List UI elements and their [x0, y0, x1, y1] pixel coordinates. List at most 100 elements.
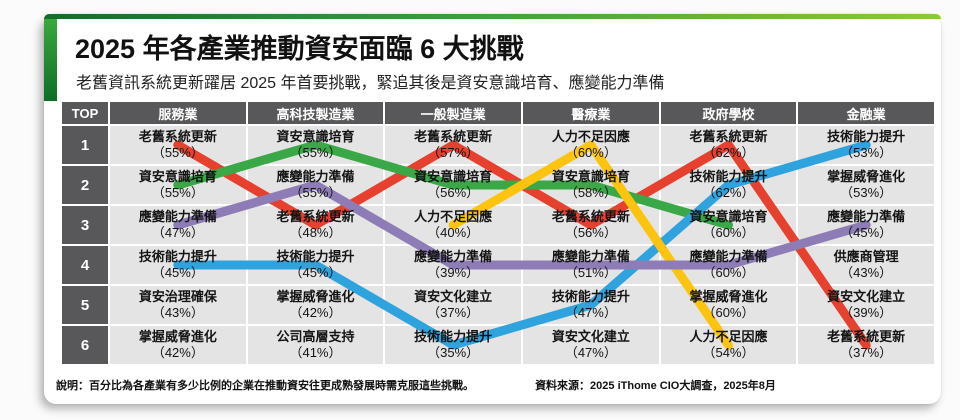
challenge-cell: 掌握威脅進化 （42%） — [247, 286, 384, 324]
challenge-cell: 應變能力準備 （55%） — [247, 166, 384, 204]
table-header-cell: 高科技製造業 — [247, 102, 384, 124]
challenge-percent: （57%） — [427, 145, 480, 160]
challenge-name: 應變能力準備 — [551, 249, 630, 265]
challenge-cell: 技術能力提升 （62%） — [660, 166, 797, 204]
challenge-percent: （35%） — [427, 345, 480, 360]
challenge-name: 老舊系統更新 — [276, 209, 355, 225]
challenge-name: 公司高層支持 — [276, 329, 355, 345]
challenge-name: 人力不足因應 — [551, 129, 630, 145]
challenge-name: 應變能力準備 — [689, 249, 768, 265]
challenge-percent: （48%） — [289, 225, 342, 240]
challenge-cell: 資安治理確保 （43%） — [110, 286, 246, 324]
challenge-cell: 老舊系統更新 （62%） — [660, 126, 797, 164]
challenge-percent: （43%） — [840, 265, 893, 280]
page-title: 2025 年各產業推動資安面臨 6 大挑戰 — [75, 34, 524, 64]
challenge-name: 資安意識培育 — [138, 169, 217, 185]
challenge-percent: （55%） — [289, 145, 342, 160]
challenge-cell: 老舊系統更新 （57%） — [385, 126, 521, 164]
rank-cell: 5 — [62, 286, 108, 324]
challenge-name: 技術能力提升 — [551, 289, 630, 305]
challenge-cell: 資安意識培育 （56%） — [385, 166, 521, 204]
challenge-name: 掌握威脅進化 — [138, 329, 217, 345]
challenge-name: 老舊系統更新 — [689, 129, 768, 145]
challenge-cell: 供應商管理 （43%） — [798, 246, 934, 284]
challenge-cell: 應變能力準備 （45%） — [798, 206, 934, 244]
challenge-percent: （47%） — [564, 345, 617, 360]
challenge-percent: （39%） — [427, 265, 480, 280]
challenge-cell: 技術能力提升 （45%） — [247, 246, 384, 284]
challenge-name: 應變能力準備 — [276, 169, 355, 185]
challenge-cell: 技術能力提升 （53%） — [798, 126, 934, 164]
challenge-cell: 技術能力提升 （35%） — [385, 326, 521, 364]
challenge-percent: （58%） — [564, 185, 617, 200]
challenge-name: 資安治理確保 — [138, 289, 217, 305]
challenge-percent: （60%） — [702, 265, 755, 280]
challenge-cell: 資安意識培育 （60%） — [660, 206, 797, 244]
challenge-percent: （51%） — [564, 265, 617, 280]
challenge-name: 供應商管理 — [833, 249, 899, 265]
challenge-name: 掌握威脅進化 — [827, 169, 906, 185]
challenge-cell: 資安文化建立 （39%） — [798, 286, 934, 324]
challenge-name: 老舊系統更新 — [414, 129, 493, 145]
challenge-percent: （40%） — [427, 225, 480, 240]
challenge-percent: （55%） — [151, 185, 204, 200]
challenge-name: 技術能力提升 — [414, 329, 493, 345]
challenge-percent: （55%） — [289, 185, 342, 200]
challenge-cell: 老舊系統更新 （48%） — [247, 206, 384, 244]
challenge-cell: 應變能力準備 （60%） — [660, 246, 797, 284]
challenge-percent: （56%） — [564, 225, 617, 240]
challenge-percent: （37%） — [840, 345, 893, 360]
challenge-name: 技術能力提升 — [276, 249, 355, 265]
challenge-name: 人力不足因應 — [689, 329, 768, 345]
challenge-percent: （37%） — [427, 305, 480, 320]
challenge-percent: （45%） — [840, 225, 893, 240]
challenge-cell: 應變能力準備 （47%） — [110, 206, 246, 244]
challenge-cell: 人力不足因應 （54%） — [660, 326, 797, 364]
challenge-cell: 技術能力提升 （47%） — [523, 286, 659, 324]
rank-cell: 1 — [62, 126, 108, 164]
challenge-percent: （45%） — [289, 265, 342, 280]
challenge-cell: 老舊系統更新 （37%） — [798, 326, 934, 364]
challenge-cell: 老舊系統更新 （56%） — [523, 206, 659, 244]
challenge-percent: （47%） — [564, 305, 617, 320]
challenge-cell: 資安意識培育 （55%） — [110, 166, 246, 204]
footnote: 說明：百分比為各產業有多少比例的企業在推動資安往更成熟發展時需克服這些挑戰。 — [56, 380, 474, 392]
challenge-name: 應變能力準備 — [827, 209, 906, 225]
challenge-cell: 技術能力提升 （45%） — [110, 246, 246, 284]
challenge-name: 老舊系統更新 — [551, 209, 630, 225]
challenge-cell: 資安意識培育 （58%） — [523, 166, 659, 204]
challenge-cell: 掌握威脅進化 （53%） — [798, 166, 934, 204]
green-accent-bar — [44, 19, 57, 101]
challenge-name: 資安意識培育 — [414, 169, 493, 185]
table-header-cell: 政府學校 — [660, 102, 797, 124]
challenge-name: 技術能力提升 — [689, 169, 768, 185]
table-corner-label: TOP — [62, 102, 108, 124]
table-header-cell: 服務業 — [110, 102, 246, 124]
ranking-bump-chart: TOP 服務業 高科技製造業 一般製造業 醫療業 政府學校 金融業 1 老舊系統更新 （55%）資… — [62, 102, 934, 364]
challenge-name: 老舊系統更新 — [138, 129, 217, 145]
challenge-name: 技術能力提升 — [827, 129, 906, 145]
challenge-percent: （54%） — [702, 345, 755, 360]
challenge-name: 資安文化建立 — [414, 289, 493, 305]
page-subtitle: 老舊資訊系統更新躍居 2025 年首要挑戰，緊追其後是資安意識培育、應變能力準備 — [76, 75, 665, 92]
challenge-percent: （53%） — [840, 145, 893, 160]
challenge-cell: 人力不足因應 （60%） — [523, 126, 659, 164]
table-header-cell: 一般製造業 — [385, 102, 521, 124]
challenge-percent: （42%） — [289, 305, 342, 320]
challenge-percent: （60%） — [702, 225, 755, 240]
ranking-table: TOP 服務業 高科技製造業 一般製造業 醫療業 政府學校 金融業 1 老舊系統更新 （55%）資… — [62, 102, 934, 364]
challenge-name: 掌握威脅進化 — [689, 289, 768, 305]
challenge-name: 資安意識培育 — [689, 209, 768, 225]
challenge-cell: 應變能力準備 （51%） — [523, 246, 659, 284]
challenge-name: 資安意識培育 — [551, 169, 630, 185]
challenge-name: 技術能力提升 — [138, 249, 217, 265]
challenge-cell: 掌握威脅進化 （42%） — [110, 326, 246, 364]
table-header-cell: 金融業 — [798, 102, 934, 124]
table-header-cell: 醫療業 — [523, 102, 659, 124]
challenge-name: 資安文化建立 — [551, 329, 630, 345]
challenge-name: 掌握威脅進化 — [276, 289, 355, 305]
challenge-cell: 資安文化建立 （37%） — [385, 286, 521, 324]
challenge-percent: （62%） — [702, 145, 755, 160]
challenge-percent: （60%） — [564, 145, 617, 160]
challenge-percent: （53%） — [840, 185, 893, 200]
